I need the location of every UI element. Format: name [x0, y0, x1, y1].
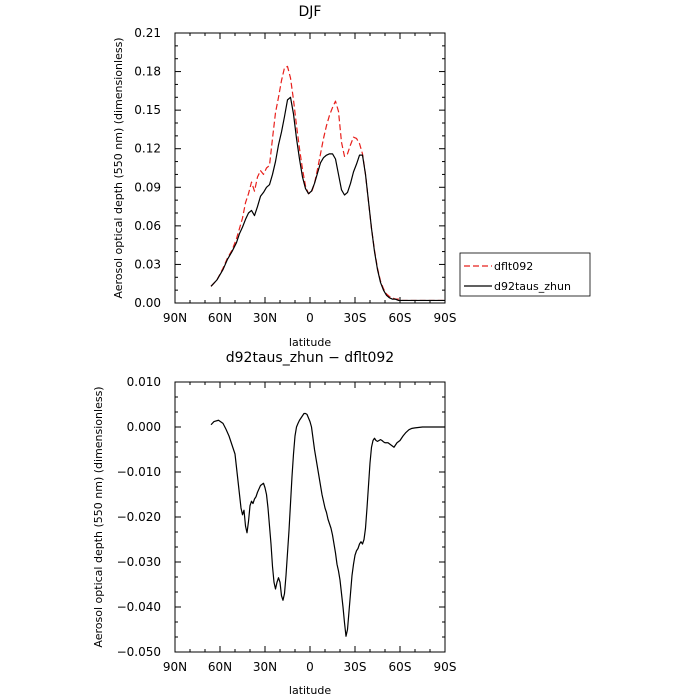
top-y-tick-label: 0.18	[134, 65, 161, 79]
bottom-y-tick-label: −0.020	[117, 510, 161, 524]
bottom-chart-lines	[210, 412, 445, 637]
top-x-tick-label: 90N	[163, 311, 187, 325]
bottom-series-line-0	[210, 412, 445, 637]
bottom-chart-xlabel: latitude	[289, 684, 331, 697]
top-series-line-d92taus-zhun	[210, 96, 445, 302]
legend-label-d92taus-zhun: d92taus_zhun	[494, 280, 571, 293]
top-chart-xlabel: latitude	[289, 336, 331, 349]
bottom-chart: d92taus_zhun − dflt092 90N 60N 30N 0 30S 60S 9…	[92, 350, 456, 697]
top-chart-title: DJF	[299, 4, 322, 20]
bottom-y-tick-label: −0.040	[117, 600, 161, 614]
bottom-y-tick-label: −0.010	[117, 465, 161, 479]
top-x-tick-label: 90S	[434, 311, 457, 325]
top-x-tick-label: 30S	[344, 311, 367, 325]
top-chart: DJF 90N 60N 30N 0 30S 60S 90S 0.00 0.03 0.06 0.09 0…	[112, 4, 591, 349]
bottom-x-tick-label: 90S	[434, 660, 457, 674]
bottom-chart-ylabel: Aerosol optical depth (550 nm) (dimensio…	[92, 386, 105, 647]
top-y-tick-label: 0.03	[134, 257, 161, 271]
bottom-x-tick-label: 60N	[208, 660, 232, 674]
top-y-tick-label: 0.06	[134, 219, 161, 233]
bottom-chart-title: d92taus_zhun − dflt092	[226, 350, 394, 366]
top-x-tick-label: 60N	[208, 311, 232, 325]
bottom-y-tick-label: 0.010	[127, 375, 161, 389]
top-y-tick-label: 0.21	[134, 26, 161, 40]
top-y-tick-label: 0.00	[134, 296, 161, 310]
bottom-x-tick-label: 60S	[389, 660, 412, 674]
top-chart-axes: 90N 60N 30N 0 30S 60S 90S 0.00 0.03 0.06 0.09 0.12 0…	[134, 26, 456, 325]
legend: dflt092 d92taus_zhun	[459, 252, 591, 297]
legend-label-dflt092: dflt092	[494, 260, 533, 273]
top-series-line-dflt092	[210, 65, 445, 302]
bottom-y-tick-label: −0.050	[117, 645, 161, 659]
bottom-x-tick-label: 30S	[344, 660, 367, 674]
top-x-tick-label: 0	[306, 311, 314, 325]
top-y-tick-label: 0.15	[134, 103, 161, 117]
bottom-y-tick-label: −0.030	[117, 555, 161, 569]
top-y-tick-label: 0.12	[134, 142, 161, 156]
top-y-tick-label: 0.09	[134, 180, 161, 194]
top-x-tick-label: 30N	[253, 311, 277, 325]
top-chart-ylabel: Aerosol optical depth (550 nm) (dimensio…	[112, 37, 125, 298]
legend-box	[459, 252, 591, 297]
bottom-y-tick-label: 0.000	[127, 420, 161, 434]
bottom-x-tick-label: 90N	[163, 660, 187, 674]
bottom-x-tick-label: 0	[306, 660, 314, 674]
top-x-tick-label: 60S	[389, 311, 412, 325]
top-chart-frame	[174, 32, 446, 304]
top-chart-lines	[210, 65, 445, 302]
bottom-chart-axes: 90N 60N 30N 0 30S 60S 90S 0.010 0.000 −0.010 −0.02…	[117, 375, 457, 674]
bottom-x-tick-label: 30N	[253, 660, 277, 674]
